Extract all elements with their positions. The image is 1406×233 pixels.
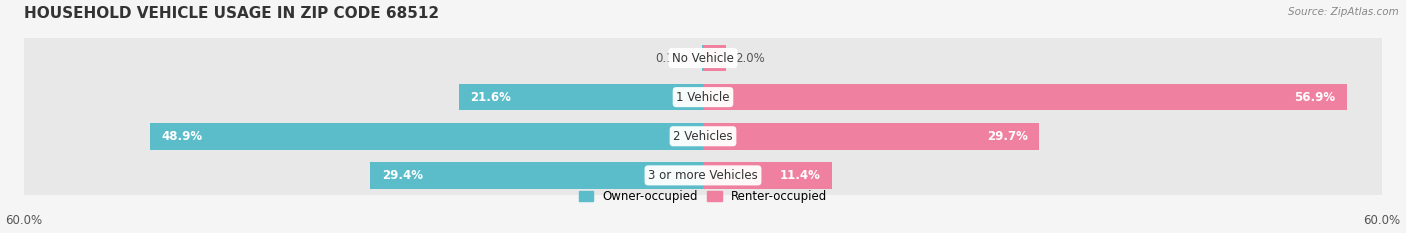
Text: 48.9%: 48.9% bbox=[162, 130, 202, 143]
Text: 2.0%: 2.0% bbox=[735, 51, 765, 65]
Text: 29.4%: 29.4% bbox=[381, 169, 423, 182]
Text: 56.9%: 56.9% bbox=[1295, 91, 1336, 104]
Bar bbox=[703, 84, 1347, 110]
Bar bbox=[24, 156, 703, 195]
Bar bbox=[24, 117, 703, 156]
Bar bbox=[703, 78, 1382, 117]
Bar bbox=[703, 156, 1382, 195]
Bar bbox=[703, 117, 1382, 156]
Bar bbox=[703, 162, 832, 189]
Text: No Vehicle: No Vehicle bbox=[672, 51, 734, 65]
Bar bbox=[703, 45, 725, 71]
Text: HOUSEHOLD VEHICLE USAGE IN ZIP CODE 68512: HOUSEHOLD VEHICLE USAGE IN ZIP CODE 6851… bbox=[24, 6, 439, 21]
Bar bbox=[24, 78, 703, 117]
Legend: Owner-occupied, Renter-occupied: Owner-occupied, Renter-occupied bbox=[574, 185, 832, 208]
Text: 3 or more Vehicles: 3 or more Vehicles bbox=[648, 169, 758, 182]
Bar bbox=[24, 38, 703, 78]
Text: 21.6%: 21.6% bbox=[470, 91, 510, 104]
Text: 11.4%: 11.4% bbox=[780, 169, 821, 182]
Bar bbox=[370, 162, 703, 189]
Bar bbox=[703, 123, 1039, 150]
Text: 2 Vehicles: 2 Vehicles bbox=[673, 130, 733, 143]
Bar bbox=[458, 84, 703, 110]
Bar bbox=[702, 45, 703, 71]
Text: 0.13%: 0.13% bbox=[655, 51, 693, 65]
Text: 1 Vehicle: 1 Vehicle bbox=[676, 91, 730, 104]
Bar bbox=[149, 123, 703, 150]
Text: 29.7%: 29.7% bbox=[987, 130, 1028, 143]
Text: Source: ZipAtlas.com: Source: ZipAtlas.com bbox=[1288, 7, 1399, 17]
Bar bbox=[703, 38, 1382, 78]
